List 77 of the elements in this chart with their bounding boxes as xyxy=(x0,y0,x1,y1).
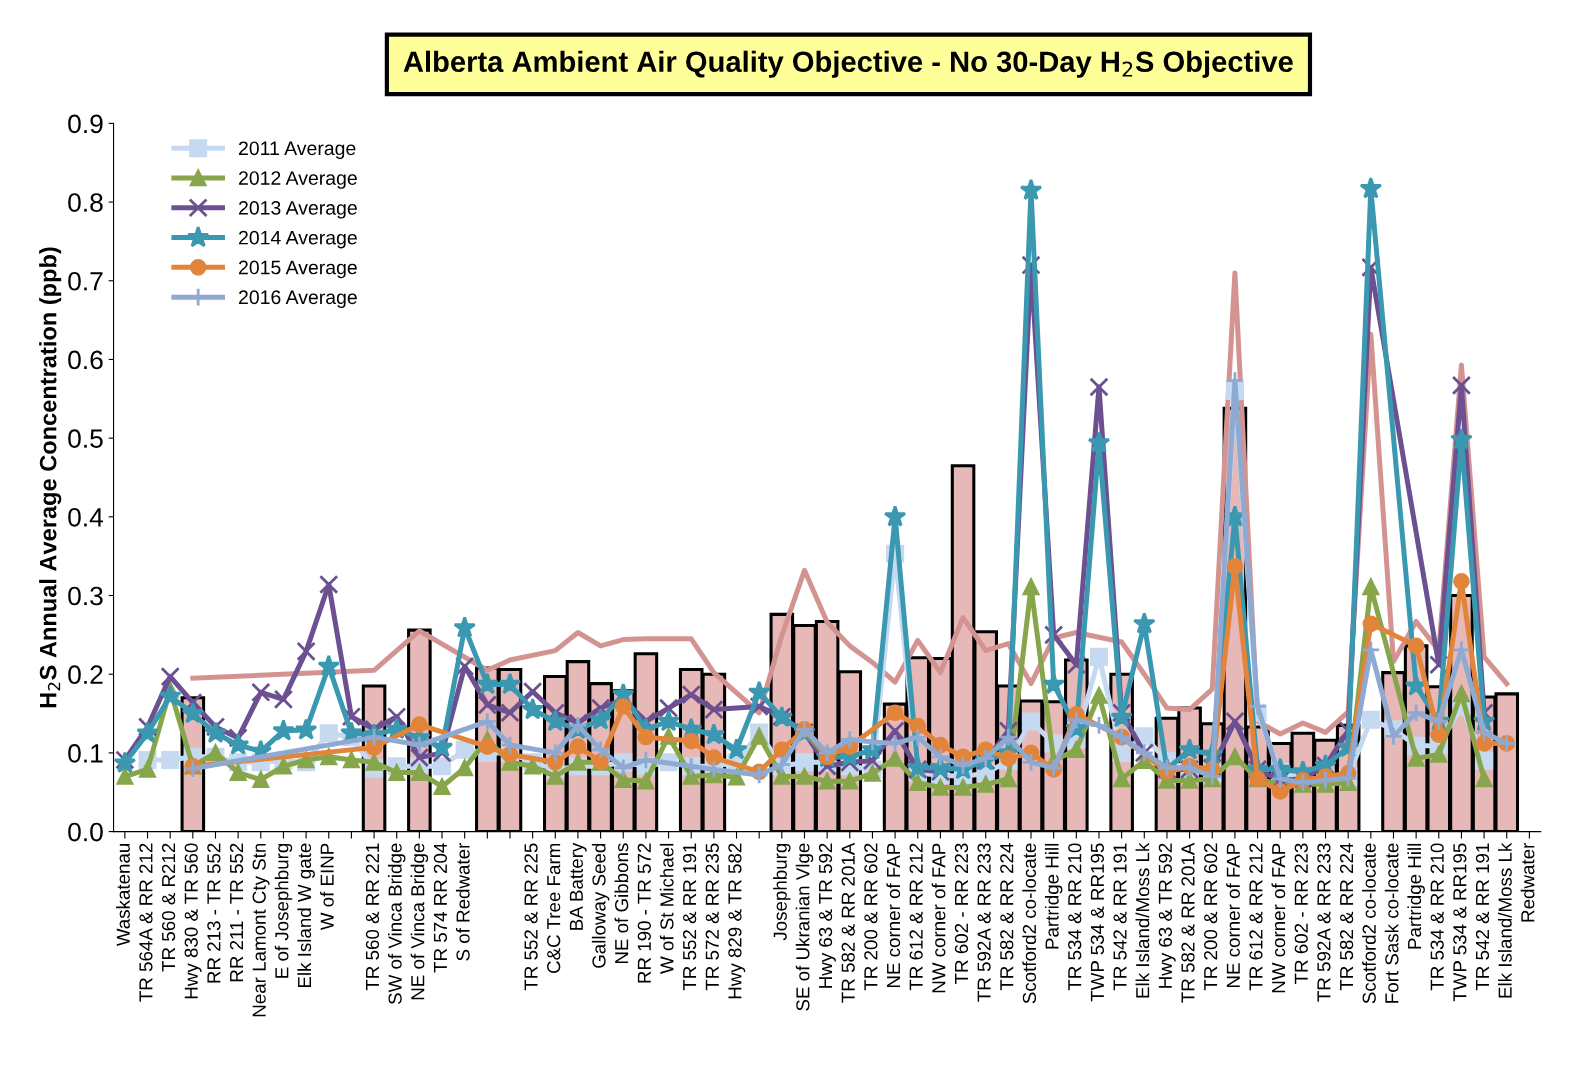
x-tick-label: TR 200 & RR 602 xyxy=(1204,843,1218,991)
x-tick-label: S of Redwater xyxy=(455,842,470,961)
x-tick-label: Elk Island W gate xyxy=(297,843,315,988)
x-tick-label: NE corner of FAP xyxy=(1226,843,1240,988)
y-tick-label: 0.4 xyxy=(68,507,104,527)
x-tick-label: Scotford2 co-locate xyxy=(1362,843,1376,1004)
x-tick-label: TR 534 & RR 210 xyxy=(1068,843,1082,991)
x-tick-label: TR 582 & RR 201A xyxy=(841,842,855,1003)
x-tick-label: Waskatenau xyxy=(116,843,130,947)
y-tick-label: 0.7 xyxy=(68,271,103,291)
legend-label: 2014 Average xyxy=(239,230,357,249)
y-axis-title: H$_{2}$S Annual Average Concentration (ppb) xyxy=(39,247,62,708)
x-tick-label: E of Josephburg xyxy=(274,843,293,978)
x-tick-label: Josephburg xyxy=(773,843,791,941)
x-tick-label: RR 190 - TR 572 xyxy=(637,843,651,983)
y-tick-label: 0.3 xyxy=(68,586,103,606)
x-tick-label: TWP 534 & RR195 xyxy=(1453,843,1467,1002)
x-tick-label: TR 582 & RR 224 xyxy=(1339,843,1354,991)
x-tick-label: TR 582 & RR 201A xyxy=(1181,842,1195,1003)
x-tick-label: Fort Sask co-locate xyxy=(1384,843,1399,1003)
x-tick-label: C&C Tree Farm xyxy=(547,843,561,973)
x-tick-label: TR 534 & RR 210 xyxy=(1430,843,1444,991)
x-tick-label: TR 572 & RR 235 xyxy=(705,843,719,991)
legend-label: 2015 Average xyxy=(239,260,357,279)
x-tick-label: Hwy 829 & TR 582 xyxy=(728,843,746,999)
legend-label: 2013 Average xyxy=(239,200,357,219)
y-tick-label: 0.5 xyxy=(68,429,103,448)
x-tick-label: Redwater xyxy=(1520,842,1535,922)
y-tick-label: 0.8 xyxy=(68,193,103,212)
x-tick-label: TR 542 & RR 191 xyxy=(1475,843,1490,991)
x-tick-label: TWP 534 & RR195 xyxy=(1090,843,1105,1002)
x-tick-label: NE corner of FAP xyxy=(886,843,901,988)
x-tick-label: NW corner of FAP xyxy=(931,843,946,993)
x-tick-label: TR 564A & RR 212 xyxy=(139,843,153,1002)
x-tick-label: TR 542 & RR 191 xyxy=(1113,843,1127,991)
legend-label: 2012 Average xyxy=(239,171,357,189)
x-tick-label: Hwy 830 & TR 560 xyxy=(184,843,202,999)
x-tick-label: RR 213 - TR 552 xyxy=(207,843,221,983)
y-tick-label: 0.6 xyxy=(68,350,103,370)
x-tick-label: TR 560 & RR 221 xyxy=(365,843,380,991)
x-tick-label: SW of Vinca Bridge xyxy=(387,843,406,1005)
x-tick-label: TR 612 & RR 212 xyxy=(1249,843,1263,991)
x-tick-label: RR 211 - TR 552 xyxy=(229,843,244,982)
x-tick-label: W of St Michael xyxy=(659,843,674,974)
x-tick-label: TR 602 - RR 223 xyxy=(1294,843,1308,984)
x-tick-label: NW corner of FAP xyxy=(1271,843,1286,993)
x-tick-label: TR 582 & RR 224 xyxy=(1000,843,1014,991)
y-tick-label: 0.9 xyxy=(68,114,103,134)
x-tick-label: TR 560 & R212 xyxy=(161,843,176,972)
y-tick-label: 0.0 xyxy=(68,822,103,842)
y-tick-label: 0.2 xyxy=(68,665,103,685)
legend-label: 2011 Average xyxy=(239,141,356,160)
x-tick-label: NE of Vinca Bridge xyxy=(410,843,429,1000)
x-tick-label: TR 552 & RR 191 xyxy=(682,843,697,991)
x-tick-label: Galloway Seed xyxy=(591,843,610,968)
x-tick-label: BA Battery xyxy=(569,842,587,930)
x-tick-label: Near Lamont Cty Stn xyxy=(252,843,270,1017)
x-tick-label: Elk Island/Moss Lk xyxy=(1135,842,1150,998)
chart-title: Alberta Ambient Air Quality Objective - No 30-Day H$_{2}$S Objective xyxy=(403,50,1293,78)
x-tick-label: TR 612 & RR 212 xyxy=(909,843,923,991)
x-tick-label: NE of Gibbons xyxy=(614,843,629,964)
x-tick-label: TR 592A & RR 233 xyxy=(977,843,991,1002)
x-tick-label: W of EINP xyxy=(320,843,334,931)
x-tick-label: Hwy 63 & TR 592 xyxy=(818,843,836,988)
legend-label: 2016 Average xyxy=(239,290,357,308)
x-tick-label: TR 552 & RR 225 xyxy=(524,843,538,991)
x-tick-label: Partridge Hill xyxy=(1044,843,1063,949)
y-tick-label: 0.1 xyxy=(68,744,103,763)
x-tick-label: Partridge Hill xyxy=(1407,843,1425,949)
x-tick-label: TR 592A & RR 233 xyxy=(1317,843,1331,1002)
x-tick-label: Elk Island/Moss Lk xyxy=(1498,842,1512,998)
x-tick-label: SE of Ukranian Vlge xyxy=(795,843,814,1011)
x-tick-label: TR 602 - RR 223 xyxy=(954,843,969,984)
x-tick-label: Hwy 63 & TR 592 xyxy=(1158,843,1176,988)
x-tick-label: TR 200 & RR 602 xyxy=(864,843,878,991)
x-tick-label: Scotford2 co-locate xyxy=(1022,843,1037,1004)
x-tick-label: TR 574 RR 204 xyxy=(433,843,448,973)
